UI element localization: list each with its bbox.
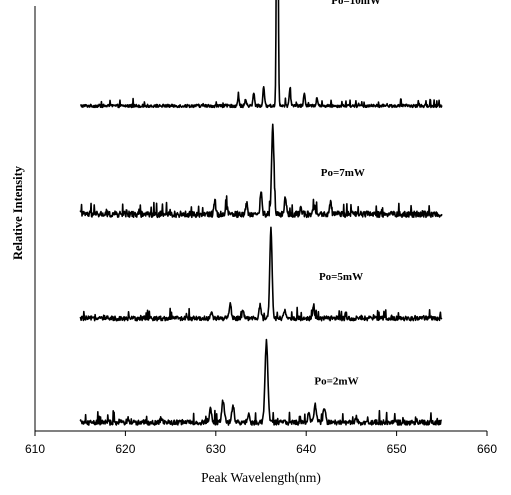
spectrum-trace-po5mw bbox=[79, 226, 443, 322]
series-label: Po=7mW bbox=[321, 167, 365, 179]
x-tick-label: 620 bbox=[115, 442, 135, 456]
x-ticks: 610 620 630 640 650 660 bbox=[25, 431, 497, 456]
y-axis-title: Relative Intensity bbox=[11, 165, 25, 260]
plot-area bbox=[79, 0, 443, 426]
x-tick-label: 660 bbox=[477, 442, 497, 456]
axes bbox=[34, 6, 487, 432]
series-label: Po=2mW bbox=[314, 375, 358, 387]
series-label: Po=5mW bbox=[319, 271, 363, 283]
spectrum-trace-po2mw bbox=[79, 338, 443, 426]
series-labels: Po=10mW Po=7mW Po=5mW Po=2mW bbox=[314, 0, 381, 387]
x-axis-title: Peak Wavelength(nm) bbox=[201, 470, 321, 485]
series-label: Po=10mW bbox=[331, 0, 381, 7]
x-tick-label: 640 bbox=[296, 442, 316, 456]
spectrum-trace-po7mw bbox=[79, 123, 443, 219]
x-tick-label: 630 bbox=[206, 442, 226, 456]
spectrum-trace-po10mw bbox=[79, 0, 443, 109]
x-tick-label: 610 bbox=[25, 442, 45, 456]
x-tick-label: 650 bbox=[387, 442, 407, 456]
